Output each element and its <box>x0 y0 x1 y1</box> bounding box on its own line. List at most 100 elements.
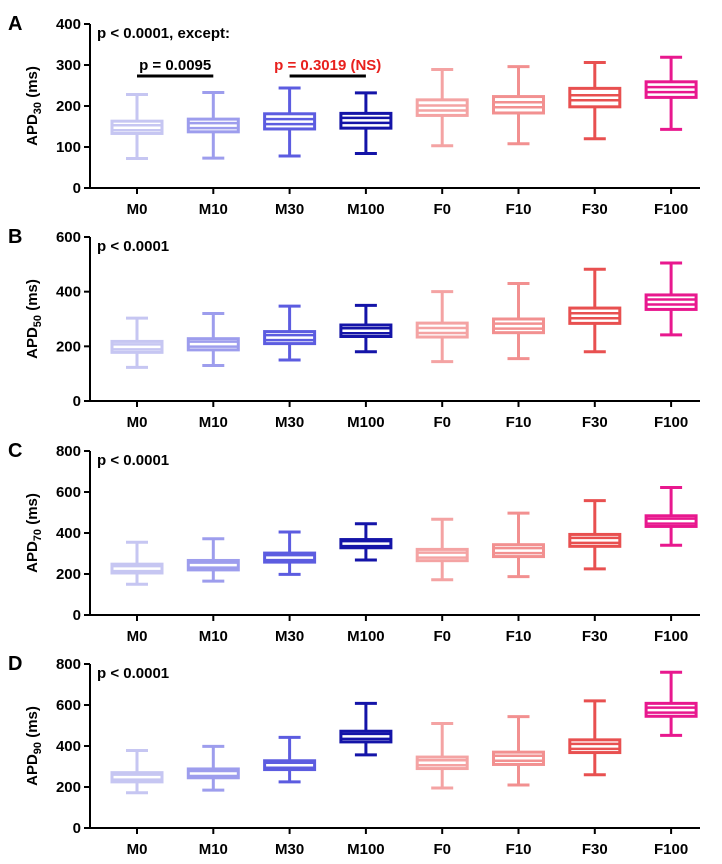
box-m10: M10 <box>186 312 240 431</box>
x-tick-label: F100 <box>654 201 688 218</box>
x-tick-label: F30 <box>582 841 608 858</box>
y-axis-label: APD90 (ms) <box>24 706 44 786</box>
box-m100: M100 <box>339 303 393 431</box>
box-f100: F100 <box>644 261 698 431</box>
box-iqr <box>492 750 545 766</box>
box-iqr <box>492 543 545 559</box>
x-tick-label: F30 <box>582 414 608 431</box>
y-tick-label: 300 <box>56 57 81 74</box>
y-tick-label: 400 <box>56 525 81 542</box>
comparison-label: p = 0.3019 (NS) <box>274 57 381 74</box>
box-iqr <box>568 532 622 548</box>
y-axis-label-unit: (ms) <box>24 706 41 742</box>
y-axis-label-sub: 90 <box>32 742 44 754</box>
box-iqr <box>644 80 698 99</box>
box-iqr <box>110 119 164 135</box>
y-tick-label: 400 <box>56 284 81 301</box>
y-axis-label-unit: (ms) <box>24 66 41 102</box>
y-tick-label: 200 <box>56 98 81 115</box>
box-iqr <box>263 330 317 346</box>
box-m10: M10 <box>186 537 240 645</box>
box-f30: F30 <box>568 499 622 645</box>
box-iqr <box>263 112 317 131</box>
box-f0: F0 <box>415 290 469 431</box>
y-tick-label: 0 <box>73 393 81 410</box>
box-m30: M30 <box>263 530 317 645</box>
x-tick-label: F0 <box>433 841 451 858</box>
x-tick-label: M10 <box>199 841 228 858</box>
panel-b: B 0 200 400 600 APD50 (ms) p < 0.0001 M0 M10 M30 M… <box>8 226 700 431</box>
x-tick-label: F100 <box>654 628 688 645</box>
box-f30: F30 <box>568 61 622 218</box>
box-m10: M10 <box>186 90 240 218</box>
box-m30: M30 <box>263 304 317 431</box>
y-axis-label-main: APD <box>24 754 41 786</box>
x-tick-label: M0 <box>127 201 148 218</box>
x-tick-label: F10 <box>506 841 532 858</box>
box-m0: M0 <box>110 749 164 858</box>
x-tick-label: M0 <box>127 841 148 858</box>
box-iqr <box>186 337 240 352</box>
panel-a: A 0 100 200 300 400 APD30 (ms) p < 0.0001, exce… <box>8 13 700 218</box>
p-value-annotation: p < 0.0001 <box>97 665 169 682</box>
box-f0: F0 <box>415 68 469 218</box>
box-iqr <box>263 551 317 564</box>
panel-c: C 0 200 400 600 800 APD70 (ms) p < 0.0001 M0 M10 M… <box>8 440 700 645</box>
y-tick-label: 0 <box>73 180 81 197</box>
box-m0: M0 <box>110 316 164 431</box>
x-tick-label: M100 <box>347 841 385 858</box>
x-tick-label: F10 <box>506 201 532 218</box>
y-tick-label: 0 <box>73 820 81 837</box>
comparison-label: p = 0.0095 <box>139 57 211 74</box>
box-m100: M100 <box>339 91 393 218</box>
box-iqr <box>110 771 164 784</box>
y-tick-label: 400 <box>56 738 81 755</box>
y-axis-label-main: APD <box>24 114 41 146</box>
box-iqr <box>415 547 469 563</box>
y-axis-label-main: APD <box>24 327 41 359</box>
x-tick-label: F100 <box>654 414 688 431</box>
box-iqr <box>492 317 545 335</box>
y-tick-label: 400 <box>56 16 81 33</box>
box-iqr <box>644 701 698 718</box>
x-tick-label: F100 <box>654 841 688 858</box>
x-tick-label: M100 <box>347 201 385 218</box>
x-tick-label: F10 <box>506 628 532 645</box>
box-f0: F0 <box>415 517 469 645</box>
y-axis-label: APD30 (ms) <box>24 66 44 146</box>
x-tick-label: F10 <box>506 414 532 431</box>
x-tick-label: M100 <box>347 628 385 645</box>
box-m0: M0 <box>110 540 164 645</box>
box-m30: M30 <box>263 86 317 218</box>
x-tick-label: M10 <box>199 414 228 431</box>
box-f10: F10 <box>492 511 545 645</box>
panel-letter: C <box>8 440 22 462</box>
y-tick-label: 600 <box>56 229 81 246</box>
box-iqr <box>339 111 393 130</box>
box-iqr <box>415 755 469 771</box>
box-m100: M100 <box>339 522 393 645</box>
box-iqr <box>415 98 469 117</box>
box-m10: M10 <box>186 744 240 858</box>
panel-d: D 0 200 400 600 800 APD90 (ms) p < 0.0001 M0 M10 M… <box>8 653 700 858</box>
y-tick-label: 0 <box>73 607 81 624</box>
box-f100: F100 <box>644 55 698 218</box>
box-f30: F30 <box>568 267 622 431</box>
y-tick-label: 200 <box>56 779 81 796</box>
p-value-annotation: p < 0.0001, except: <box>97 25 230 42</box>
y-axis-label-sub: 70 <box>32 529 44 541</box>
x-tick-label: M30 <box>275 414 304 431</box>
box-f10: F10 <box>492 281 545 431</box>
x-tick-label: M30 <box>275 841 304 858</box>
p-value-annotation: p < 0.0001 <box>97 238 169 255</box>
box-iqr <box>339 538 393 550</box>
box-iqr <box>186 117 240 134</box>
box-m0: M0 <box>110 93 164 218</box>
box-iqr <box>186 558 240 572</box>
box-iqr <box>110 339 164 354</box>
y-axis-label-unit: (ms) <box>24 493 41 529</box>
x-tick-label: M30 <box>275 628 304 645</box>
panel-letter: D <box>8 653 22 675</box>
x-tick-label: F0 <box>433 201 451 218</box>
